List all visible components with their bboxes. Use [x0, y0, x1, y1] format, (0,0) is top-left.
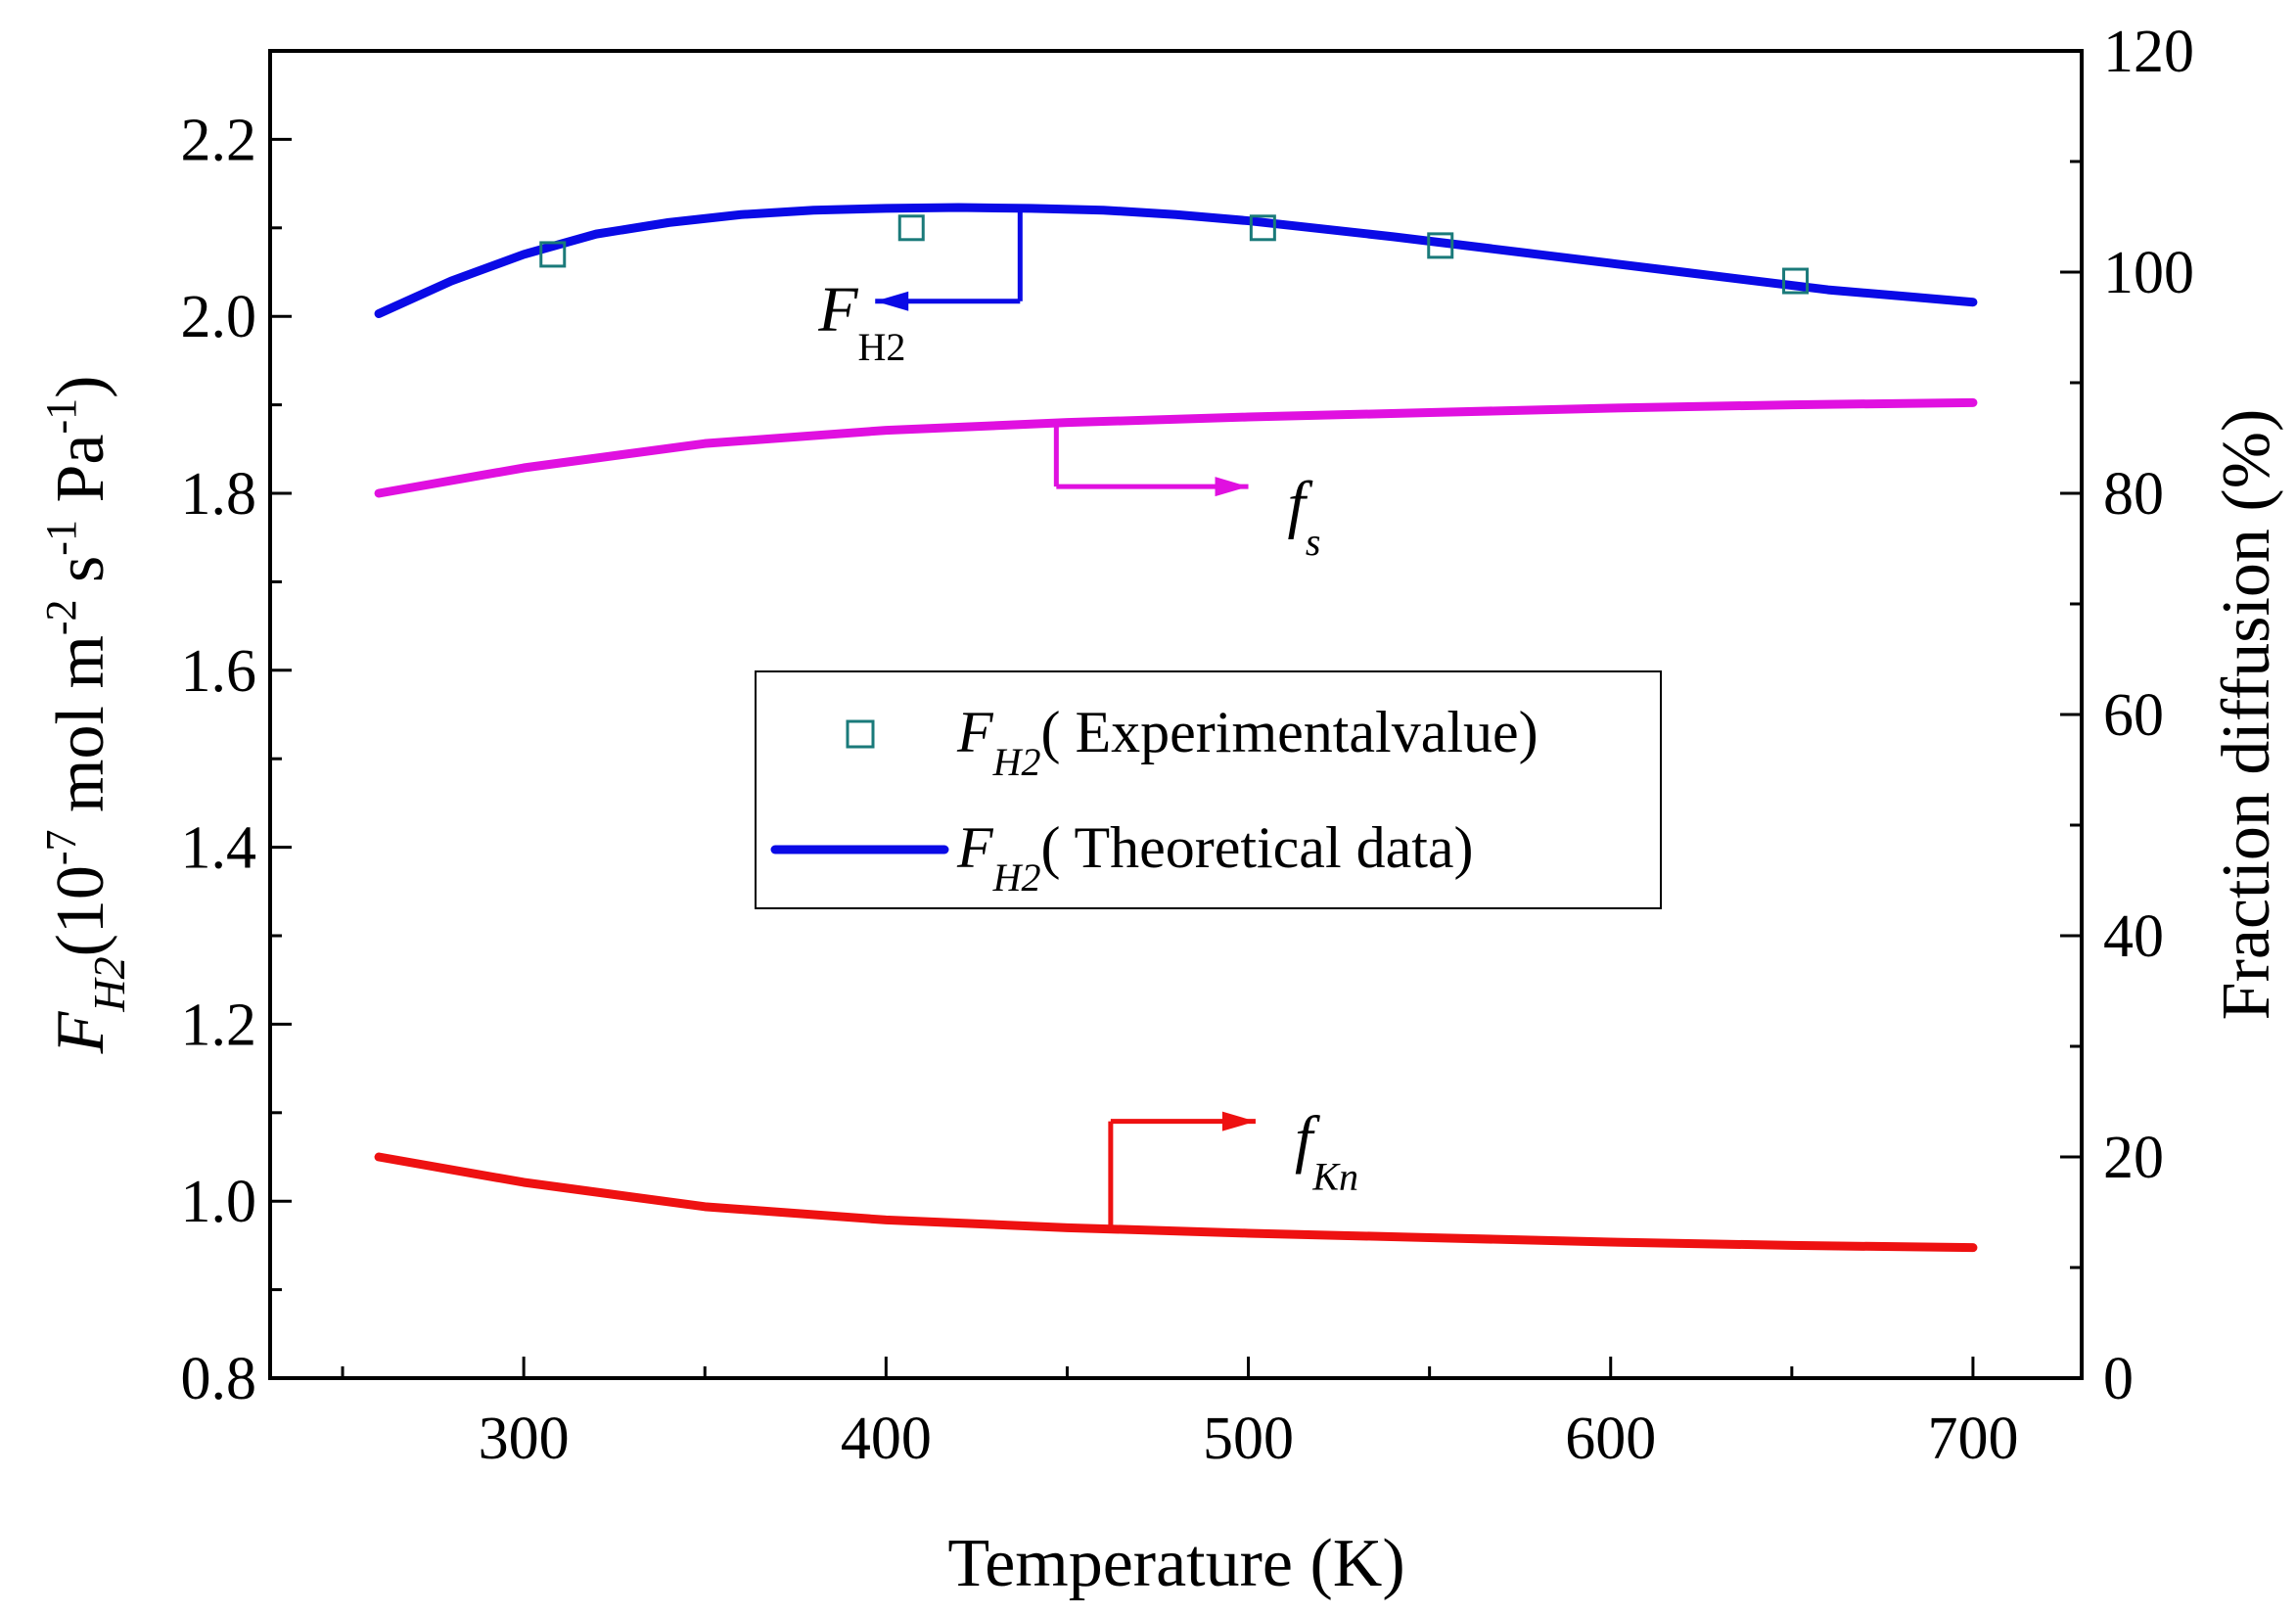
y-left-tick-label: 1.2 — [181, 992, 257, 1058]
y-left-title-sup: -2 — [37, 599, 85, 635]
legend-label-main: F — [956, 700, 994, 764]
annotation-arrowhead — [1215, 477, 1249, 497]
legend-label-sub: H2 — [992, 740, 1041, 784]
legend-label-main: F — [956, 815, 994, 880]
y-right-tick-label: 120 — [2103, 19, 2194, 85]
y-left-tick-label: 2.2 — [181, 107, 257, 173]
x-tick-label: 700 — [1927, 1406, 2018, 1472]
x-tick-labels: 300 400 500 600 700 — [479, 1406, 2019, 1472]
annotation-label: fKn — [1295, 1104, 1358, 1199]
legend-label-text: ( Experimentalvalue) — [1041, 700, 1538, 764]
y-left-title-part: s — [43, 556, 118, 600]
legend-label: FH2( Theoretical data) — [956, 815, 1474, 900]
y-left-title-sup: -7 — [37, 829, 85, 865]
series-line — [374, 397, 1978, 498]
y-left-tick-label: 0.8 — [181, 1346, 257, 1412]
series-layer — [374, 203, 1978, 1253]
x-tick-label: 400 — [841, 1406, 932, 1472]
y-left-tick-labels: 0.8 1.0 1.2 1.4 1.6 1.8 2.0 2.2 — [181, 107, 257, 1412]
y-left-title-part: Pa — [43, 435, 118, 521]
data-point — [1782, 267, 1810, 295]
y-left-title-part: mol m — [43, 635, 118, 829]
y-left-tick-label: 1.4 — [181, 815, 257, 882]
y-right-tick-labels: 0 20 40 60 80 100 120 — [2103, 19, 2194, 1412]
x-tick-label: 500 — [1203, 1406, 1294, 1472]
x-tick-label: 300 — [479, 1406, 570, 1472]
annotation-label-sub: Kn — [1311, 1155, 1358, 1199]
y-left-title-sup: -1 — [37, 520, 85, 556]
data-point — [897, 214, 925, 242]
x-axis-title: Temperature (K) — [947, 1526, 1404, 1601]
y-left-tick-label: 1.0 — [181, 1169, 257, 1235]
y-left-tick-label: 1.6 — [181, 638, 257, 705]
data-point — [1249, 214, 1276, 242]
legend-label-sub: H2 — [992, 855, 1041, 900]
annotation-arrowhead — [1221, 1111, 1256, 1131]
axis-ticks — [270, 49, 2082, 1380]
y-right-tick-label: 80 — [2103, 461, 2164, 528]
y-left-title-part: (10 — [43, 865, 118, 956]
y-right-axis-title: Fraction diffusion (%) — [2209, 409, 2284, 1021]
x-tick-label: 600 — [1565, 1406, 1656, 1472]
legend-marker — [846, 719, 875, 749]
y-left-tick-label: 1.8 — [181, 461, 257, 528]
annotation-label-sub: H2 — [858, 325, 906, 369]
y-right-tick-label: 40 — [2103, 903, 2164, 970]
y-left-title-sub: H2 — [84, 956, 134, 1012]
y-right-tick-label: 20 — [2103, 1125, 2164, 1191]
y-right-tick-label: 60 — [2103, 682, 2164, 749]
y-left-title-main: F — [43, 1010, 118, 1054]
y-left-title-part: ) — [43, 376, 118, 398]
annotation-label-main: F — [817, 274, 858, 346]
y-left-title-sup: -1 — [37, 398, 85, 435]
annotation-label-sub: s — [1306, 520, 1321, 564]
y-left-tick-label: 2.0 — [181, 284, 257, 350]
annotation-arrowhead — [875, 291, 909, 311]
y-right-tick-label: 100 — [2103, 240, 2194, 306]
legend-box — [755, 670, 1662, 909]
legend: FH2( Experimentalvalue)FH2( Theoretical … — [755, 670, 1662, 909]
series-line — [374, 203, 1978, 318]
series-line — [374, 1152, 1978, 1253]
y-left-axis-title: FH2(10-7 mol m-2 s-1 Pa-1) — [37, 376, 134, 1055]
annotation-label: FH2 — [817, 274, 905, 369]
legend-label: FH2( Experimentalvalue) — [956, 700, 1538, 784]
y-right-tick-label: 0 — [2103, 1346, 2134, 1412]
data-point — [1427, 232, 1454, 259]
data-point — [539, 241, 567, 268]
legend-label-text: ( Theoretical data) — [1041, 815, 1474, 880]
annotation-label: fs — [1288, 469, 1321, 564]
